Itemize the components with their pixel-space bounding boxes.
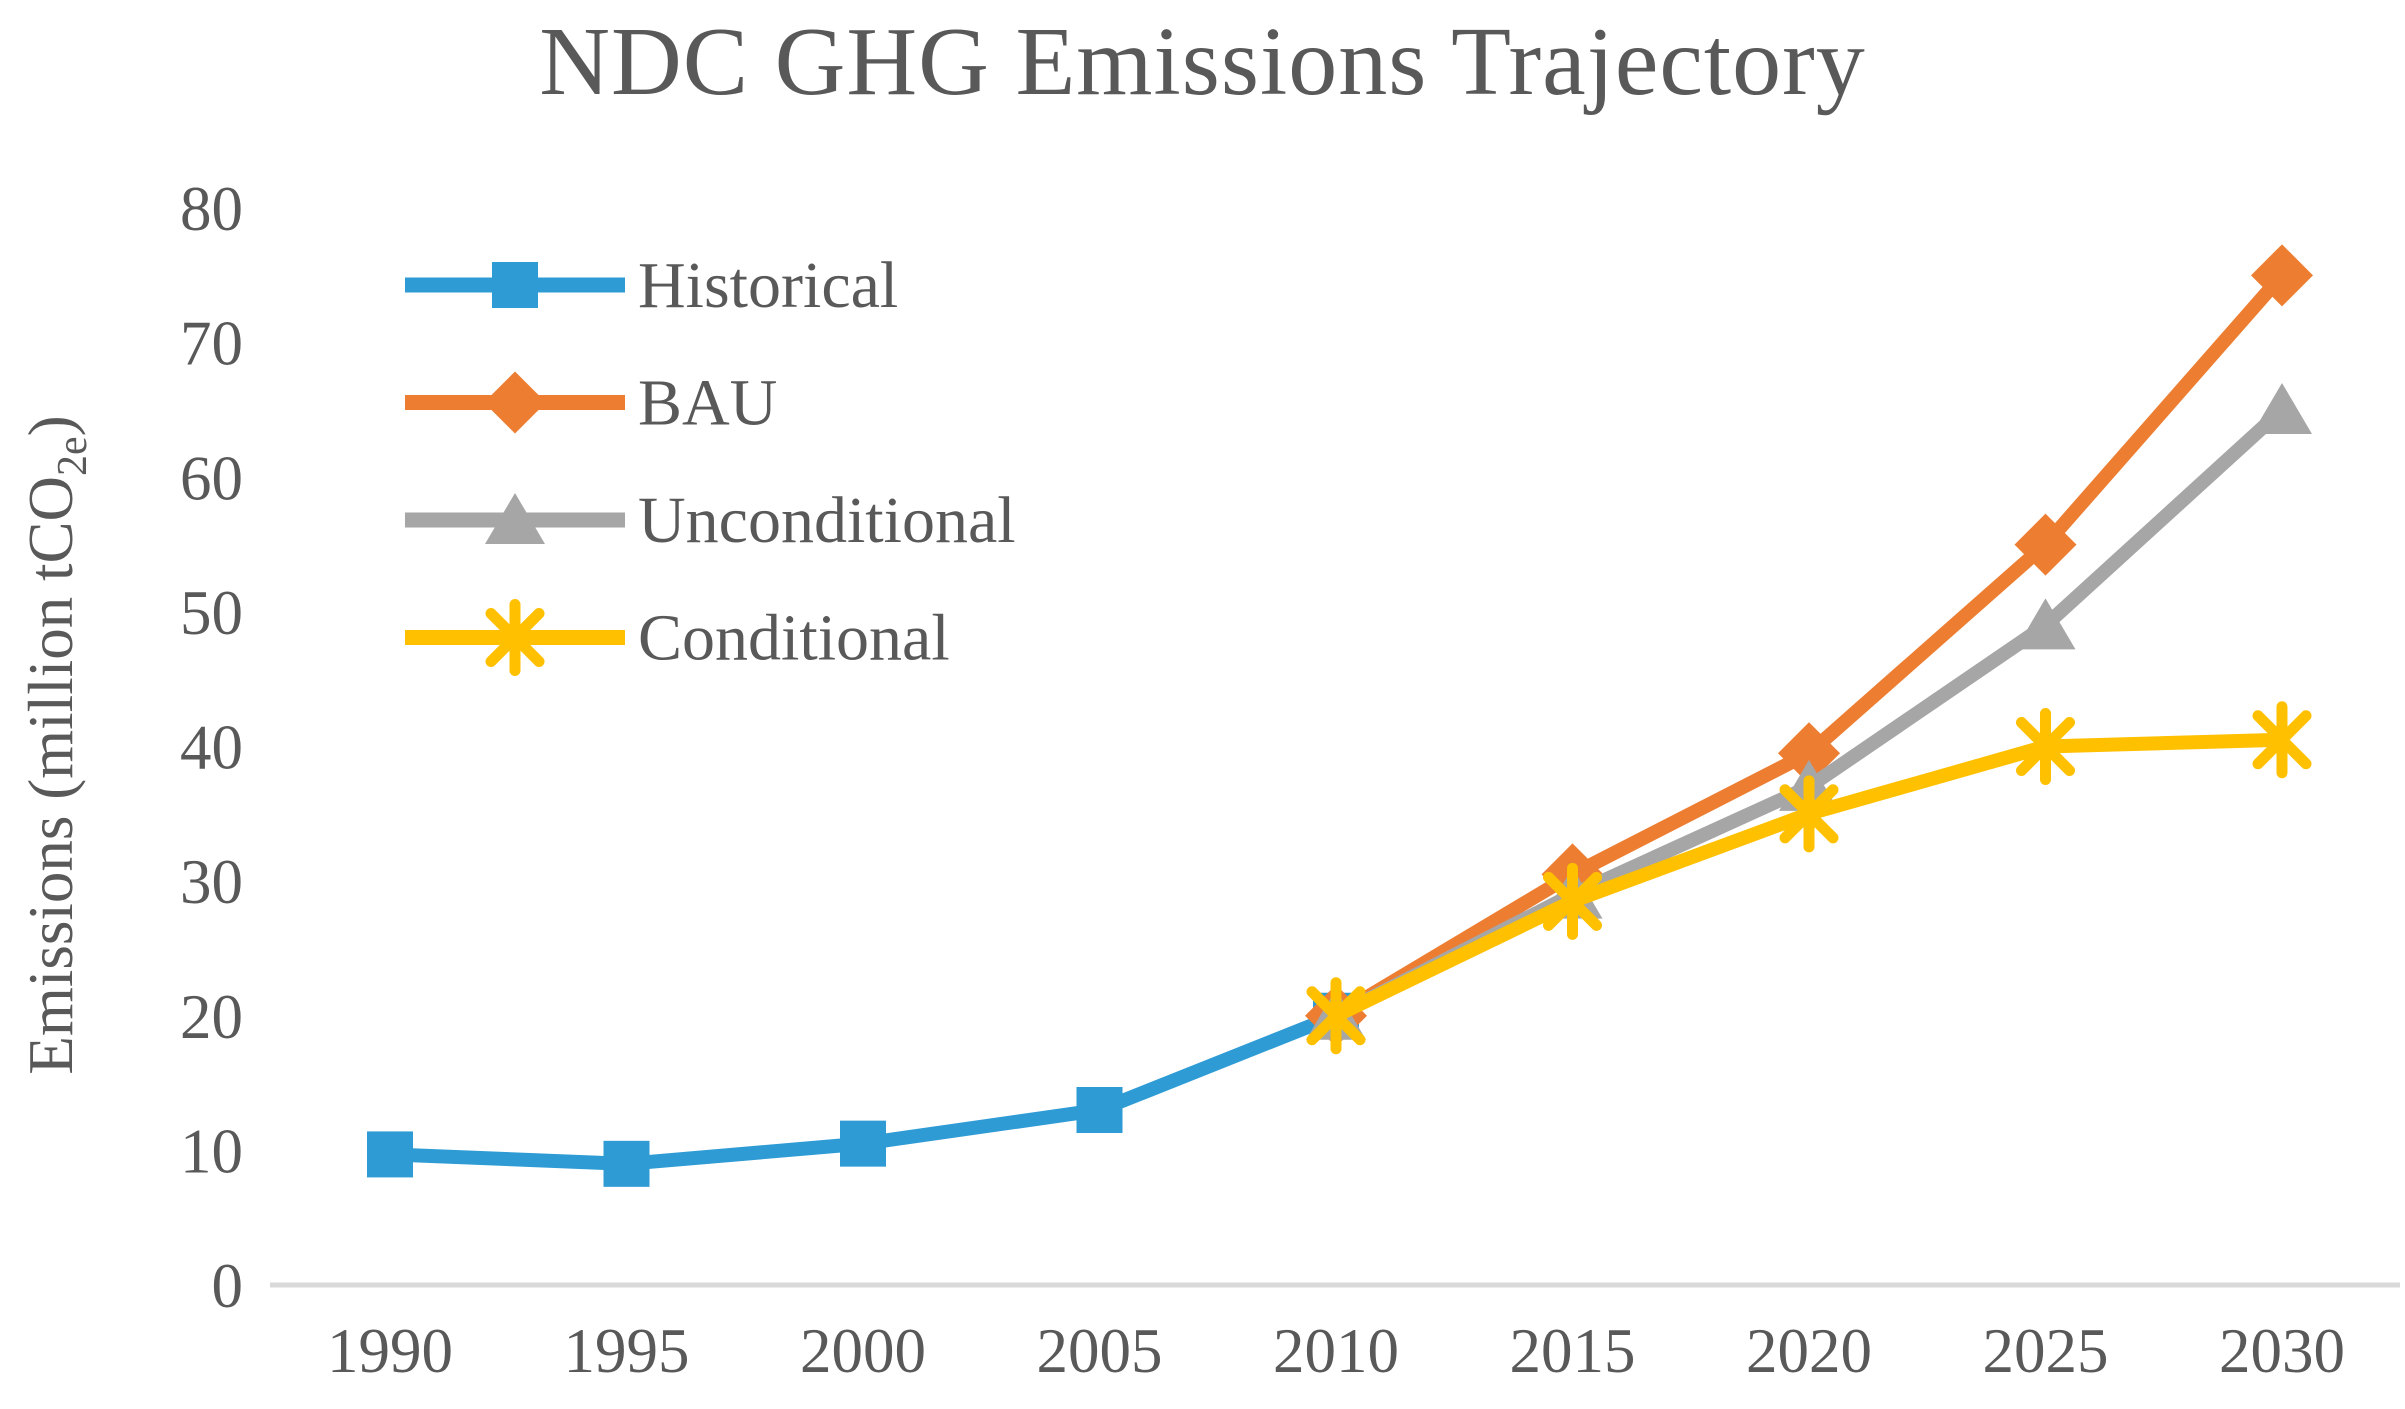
legend-item-unconditional: Unconditional — [405, 484, 1016, 557]
chart-title: NDC GHG Emissions Trajectory — [539, 8, 1866, 116]
series-historical — [367, 992, 1359, 1187]
asterisk-spoke — [485, 608, 545, 667]
x-tick-label: 2015 — [1510, 1316, 1636, 1386]
legend-item-conditional: Conditional — [405, 599, 950, 676]
legend-item-bau: BAU — [405, 367, 777, 440]
y-tick-label: 40 — [180, 713, 243, 783]
legend-marker-asterisk — [485, 599, 545, 676]
x-tick-label: 1995 — [564, 1316, 690, 1386]
y-tick-label: 20 — [180, 982, 243, 1052]
y-tick-label: 70 — [180, 309, 243, 379]
series-marker-historical — [840, 1120, 886, 1167]
legend-label: Unconditional — [638, 484, 1016, 557]
series-marker-historical — [1076, 1086, 1123, 1133]
series-marker-conditional — [1543, 862, 1602, 940]
legend-label: BAU — [638, 367, 777, 440]
y-tick-label: 30 — [180, 847, 243, 917]
asterisk-spoke — [1543, 871, 1602, 931]
legend: Historical BAU Unconditional Conditional — [405, 249, 1016, 676]
legend-marker-diamond — [484, 371, 546, 434]
asterisk-spoke — [2252, 710, 2312, 770]
legend-label: Historical — [638, 249, 898, 322]
x-tick-label: 2010 — [1273, 1316, 1399, 1386]
series-marker-conditional — [2016, 708, 2075, 785]
series-marker-conditional — [1306, 977, 1366, 1055]
x-tick-label: 1990 — [327, 1316, 453, 1386]
series-marker-bau — [2251, 244, 2313, 307]
x-tick-label: 2000 — [800, 1316, 926, 1386]
x-tick-label: 2005 — [1037, 1316, 1163, 1386]
legend-marker-triangle — [485, 493, 545, 544]
y-tick-label: 60 — [180, 443, 243, 513]
series-marker-unconditional — [2252, 382, 2312, 434]
asterisk-spoke — [2016, 717, 2075, 776]
series-marker-unconditional — [2015, 598, 2076, 650]
series-marker-conditional — [1779, 775, 1839, 853]
series-marker-bau — [2014, 513, 2077, 576]
series-marker-conditional — [2252, 701, 2312, 779]
legend-label: Conditional — [638, 602, 950, 675]
y-tick-label: 80 — [180, 174, 243, 244]
y-tick-label: 50 — [180, 578, 243, 648]
series-bau — [1305, 244, 2313, 1047]
series-marker-historical — [603, 1140, 650, 1187]
x-tick-label: 2025 — [1983, 1316, 2109, 1386]
asterisk-spoke — [1779, 784, 1839, 844]
asterisk-spoke — [1306, 986, 1366, 1046]
series-marker-historical — [367, 1131, 413, 1178]
x-tick-label: 2020 — [1746, 1316, 1872, 1386]
legend-item-historical: Historical — [405, 249, 898, 322]
x-tick-label: 2030 — [2219, 1316, 2345, 1386]
series-line-bau — [1329, 268, 2289, 1023]
y-tick-label: 10 — [180, 1116, 243, 1186]
series-conditional — [1306, 701, 2312, 1055]
legend-marker-square — [492, 262, 538, 308]
y-axis-label: Emissions (million tCO2e) — [16, 415, 96, 1074]
y-tick-label: 0 — [212, 1251, 244, 1321]
